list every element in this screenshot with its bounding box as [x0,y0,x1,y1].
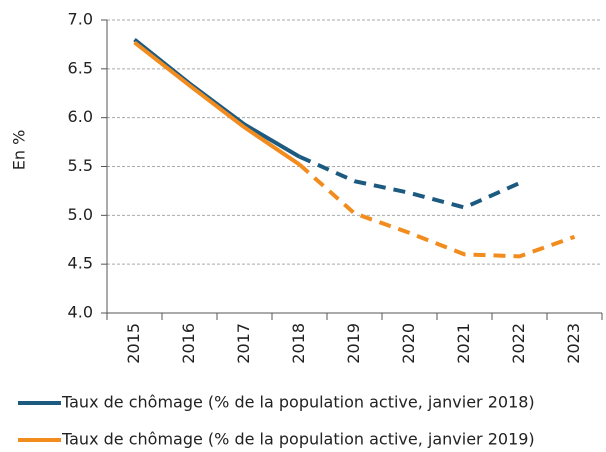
line [133,40,301,167]
legend-label: Taux de chômage (% de la population acti… [61,393,535,412]
x-tick-label: 2020 [399,323,418,364]
x-tick-label: 2021 [454,323,473,364]
y-tick-label: 6.0 [68,107,93,126]
y-tick-label: 4.0 [68,303,93,322]
x-tick-label: 2019 [344,323,363,364]
x-tick-label: 2022 [509,323,528,364]
y-tick-label: 4.5 [68,254,93,273]
line-dashed [298,154,521,210]
x-tick-label: 2023 [564,323,583,364]
y-tick-label: 7.0 [68,10,93,29]
legend-label: Taux de chômage (% de la population acti… [61,430,535,449]
x-tick-label: 2015 [124,323,143,364]
y-tick-label: 6.5 [68,58,93,77]
y-tick-label: 5.5 [68,156,93,175]
x-tick-label: 2017 [234,323,253,364]
y-tick-label: 5.0 [68,205,93,224]
x-tick-label: 2018 [289,323,308,364]
line [133,37,301,159]
line-dashed [298,163,576,259]
y-axis-label: En % [10,130,29,171]
x-tick-label: 2016 [179,323,198,364]
